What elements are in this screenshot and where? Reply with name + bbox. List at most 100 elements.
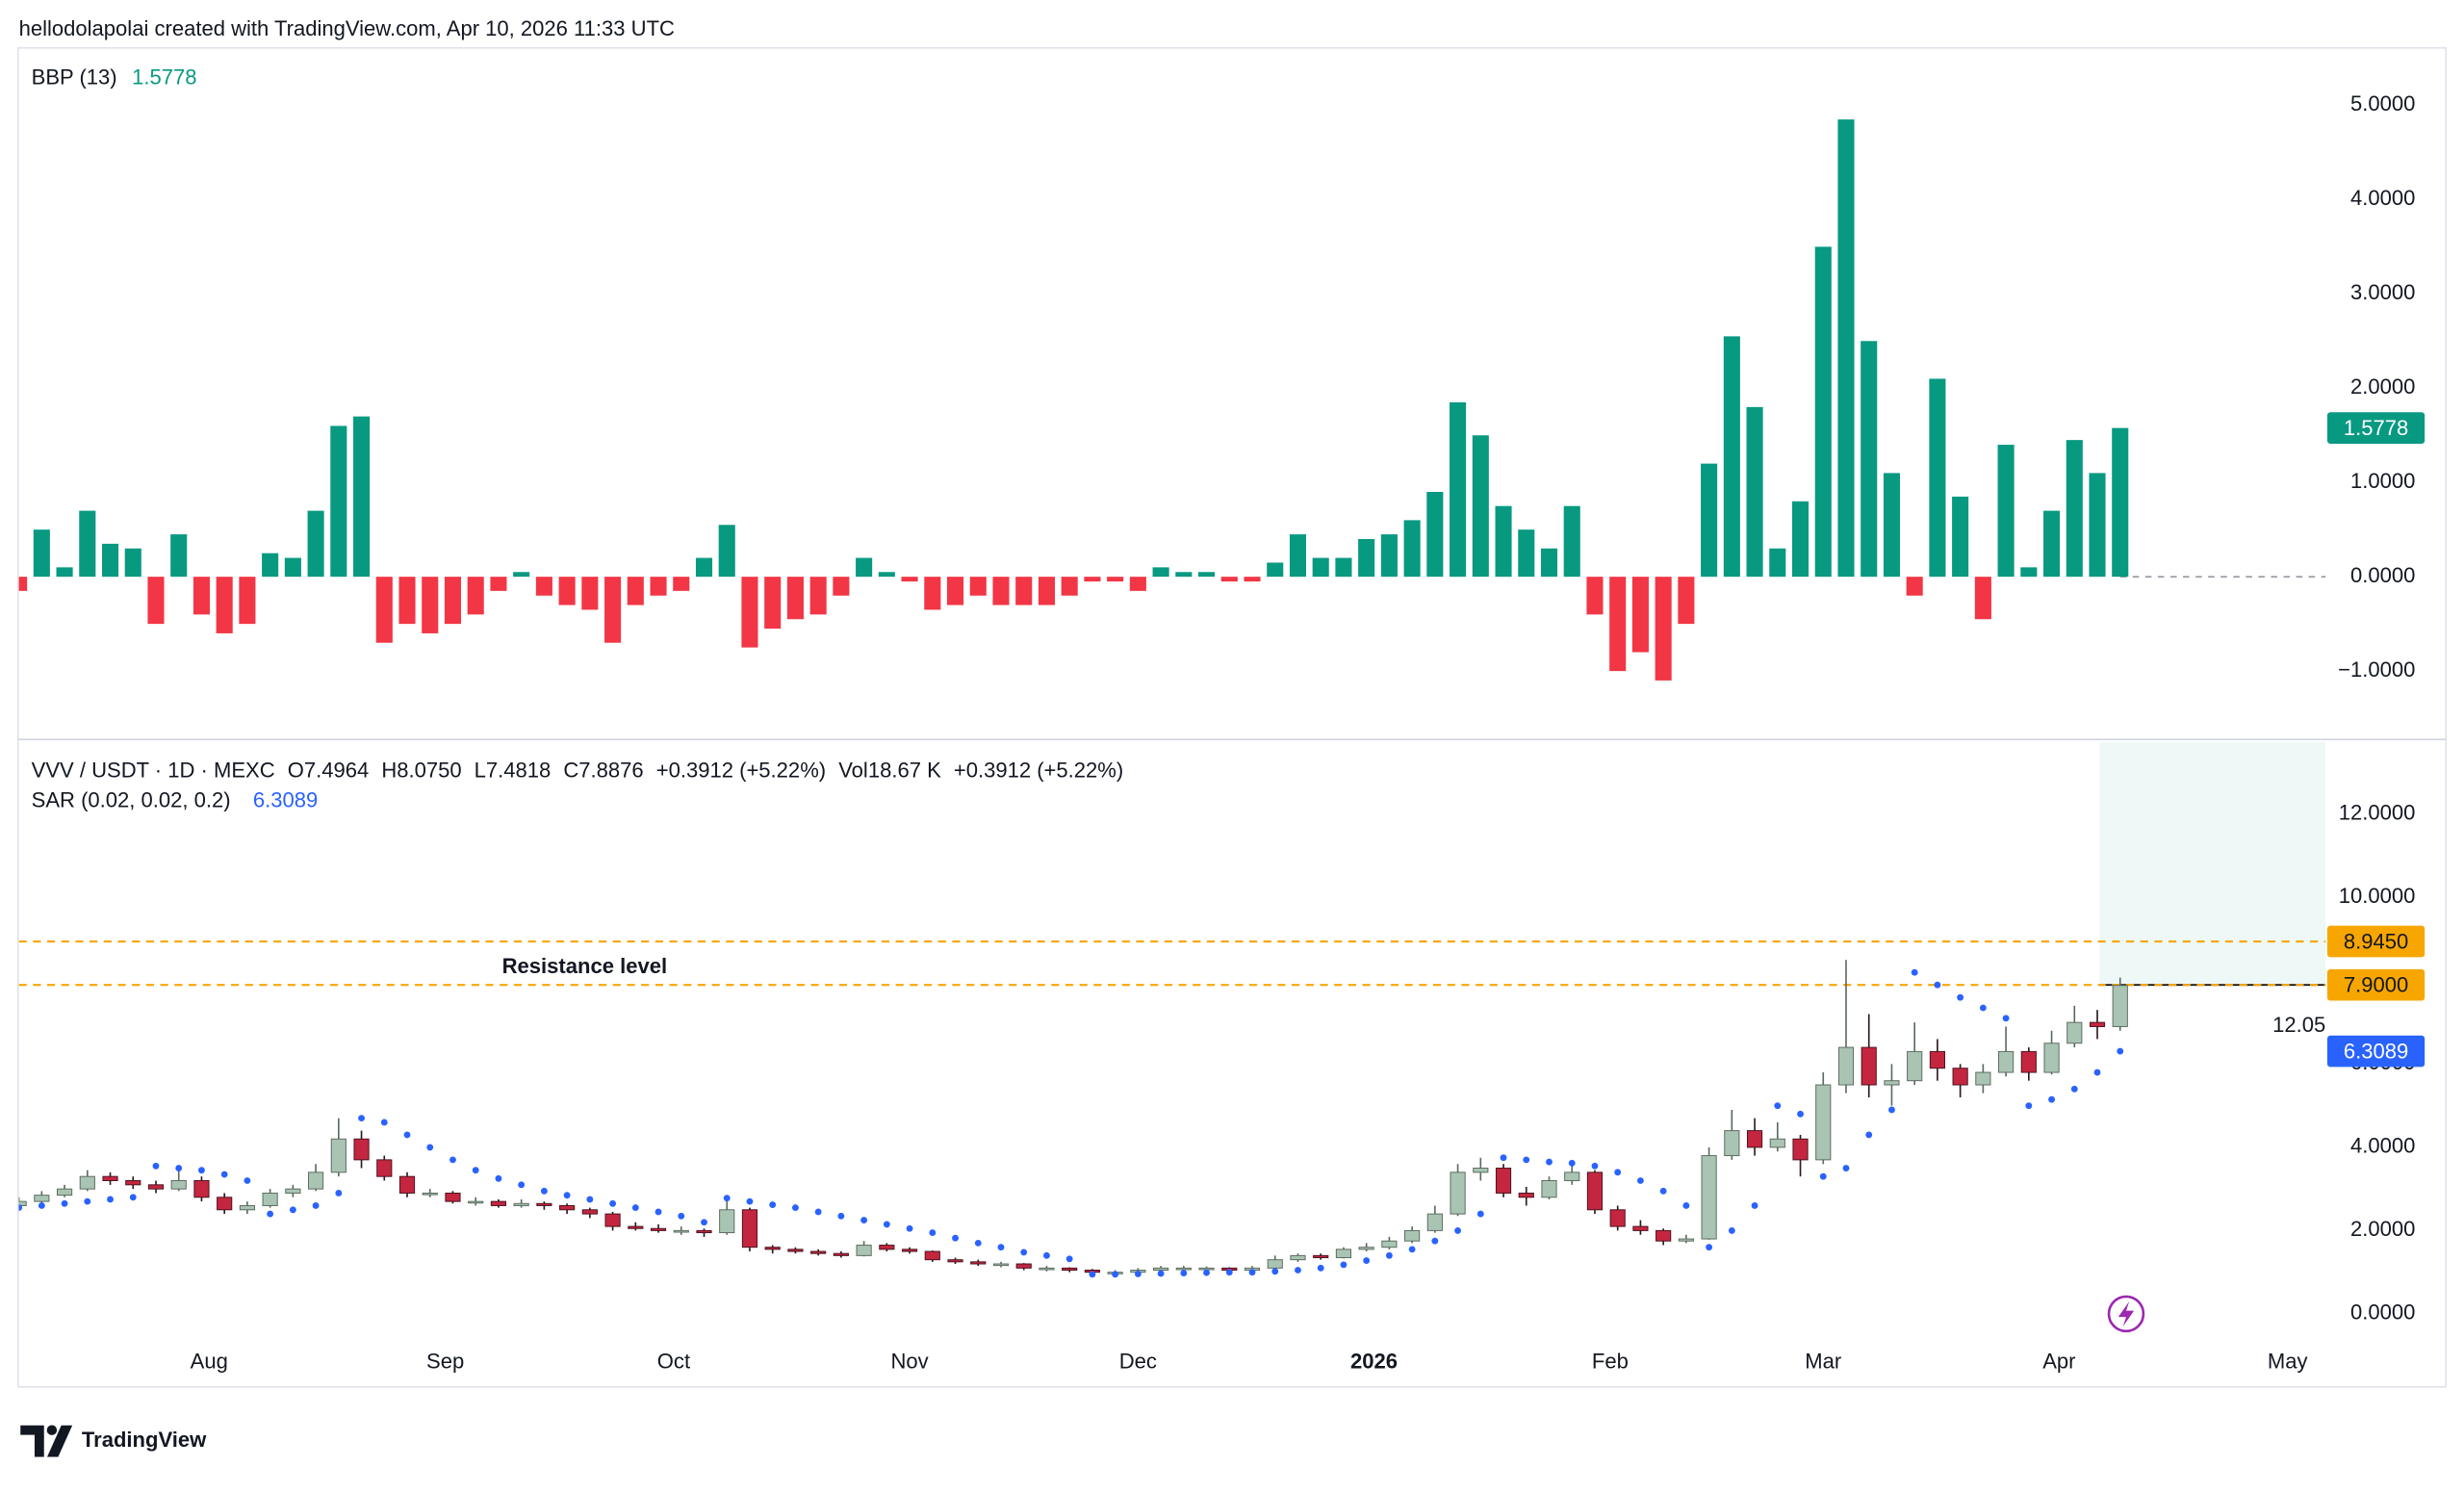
- sar-badge: [2326, 1035, 2426, 1068]
- bbp-bar: [1038, 577, 1055, 605]
- bbp-bar: [604, 577, 622, 643]
- bbp-bar: [1289, 534, 1307, 578]
- logo-text: TradingView: [82, 1428, 207, 1452]
- bbp-bar: [490, 577, 507, 591]
- sar-dot: [1911, 968, 1918, 976]
- sar-dot: [701, 1219, 707, 1226]
- ohlc-readout: Vol18.67 K: [838, 758, 941, 782]
- last-value-badge: [2326, 412, 2426, 444]
- candle-body: [376, 1159, 393, 1177]
- sar-dot: [1500, 1154, 1507, 1162]
- sar-dot: [1865, 1131, 1873, 1139]
- bbp-bar: [901, 577, 918, 582]
- level-badge-label: 7.9000: [2344, 973, 2408, 997]
- bbp-bar: [18, 577, 28, 591]
- bbp-bar: [353, 416, 371, 578]
- bbp-bar: [422, 577, 439, 633]
- bbp-bar: [1380, 534, 1398, 578]
- bbp-bar: [1198, 572, 1216, 578]
- sar-dot: [107, 1196, 114, 1203]
- level-badge: [2326, 968, 2426, 1001]
- bbp-bar: [558, 577, 576, 605]
- sar-badge-label: 6.3089: [2344, 1039, 2408, 1063]
- candle-body: [285, 1188, 301, 1194]
- candle-body: [1175, 1267, 1192, 1271]
- price-pane: [18, 741, 2326, 1278]
- candle-body: [422, 1192, 438, 1196]
- sar-dot: [403, 1131, 411, 1139]
- y-tick-label: 2.0000: [2350, 1217, 2415, 1241]
- sar-dot: [1706, 1244, 1713, 1251]
- sar-dot: [1751, 1202, 1758, 1209]
- bbp-bar: [1814, 246, 1832, 578]
- target-zone: [2099, 741, 2326, 986]
- sar-dot: [1523, 1156, 1530, 1164]
- ohlc-readout: L7.4818: [475, 758, 552, 782]
- bbp-bar: [1244, 577, 1261, 582]
- bbp-bar: [56, 567, 73, 578]
- sar-dot: [1888, 1106, 1895, 1114]
- sar-dot: [1979, 1004, 1987, 1012]
- candle-body: [262, 1192, 278, 1206]
- candle-body: [1062, 1267, 1078, 1271]
- bbp-bar: [1450, 401, 1467, 578]
- sar-dot: [2093, 1068, 2101, 1076]
- bbp-bar: [2112, 427, 2129, 578]
- x-tick-label: Oct: [657, 1349, 690, 1373]
- candle-body: [992, 1263, 1010, 1267]
- candle-body: [102, 1175, 118, 1181]
- bbp-bar: [1175, 572, 1193, 578]
- sar-dot: [1728, 1226, 1735, 1234]
- bbp-bar: [1358, 538, 1375, 578]
- candle-body: [79, 1175, 95, 1190]
- candle-body: [1335, 1248, 1352, 1259]
- bbp-bar: [2066, 440, 2083, 578]
- candle-body: [581, 1209, 598, 1215]
- sar-dot: [129, 1194, 137, 1201]
- annotation: Resistance level: [502, 954, 667, 978]
- bbp-bar: [284, 557, 301, 578]
- bbp-bar: [79, 510, 96, 578]
- alert-icon[interactable]: [2107, 1295, 2145, 1333]
- sar-dot: [837, 1212, 845, 1220]
- y-tick-label: −1.0000: [2338, 657, 2415, 682]
- ohlc-readout: +0.3912 (+5.22%): [954, 758, 1123, 782]
- candle-body: [1998, 1050, 2015, 1073]
- candle-body: [1586, 1171, 1604, 1211]
- sar-dot: [1225, 1269, 1233, 1276]
- bbp-bar: [856, 557, 873, 578]
- sar-dot: [449, 1156, 456, 1164]
- sar-dot: [883, 1221, 890, 1228]
- sar-dot: [1636, 1177, 1644, 1184]
- candle-body: [810, 1250, 827, 1254]
- sar-dot: [974, 1239, 982, 1247]
- bbp-bar: [2020, 567, 2038, 578]
- ohlc-readout: +0.3912 (+5.22%): [656, 758, 826, 782]
- candle-body: [34, 1195, 50, 1202]
- sar-dot: [61, 1199, 68, 1207]
- bbp-bar: [1906, 577, 1923, 596]
- sar-dot: [1065, 1255, 1073, 1263]
- sar-dot: [1157, 1270, 1165, 1277]
- sar-dot: [1317, 1264, 1324, 1272]
- sar-dot: [791, 1204, 799, 1212]
- candle-body: [1450, 1171, 1466, 1215]
- candle-body: [2112, 985, 2128, 1027]
- candle-body: [559, 1204, 576, 1211]
- sar-dot: [1203, 1269, 1210, 1276]
- candle-body: [650, 1227, 667, 1231]
- sar-dot: [1774, 1102, 1782, 1110]
- sar-dot: [563, 1192, 571, 1199]
- sar-dot: [380, 1119, 388, 1126]
- bbp-bar: [786, 577, 804, 620]
- candle-body: [1861, 1046, 1877, 1086]
- candle-body: [1746, 1130, 1763, 1148]
- sar-dot: [518, 1181, 526, 1189]
- bbp-bar: [216, 577, 233, 633]
- bbp-bar: [1129, 577, 1146, 591]
- candle-body: [879, 1245, 895, 1250]
- candle-body: [696, 1229, 712, 1234]
- candle-body: [719, 1209, 735, 1234]
